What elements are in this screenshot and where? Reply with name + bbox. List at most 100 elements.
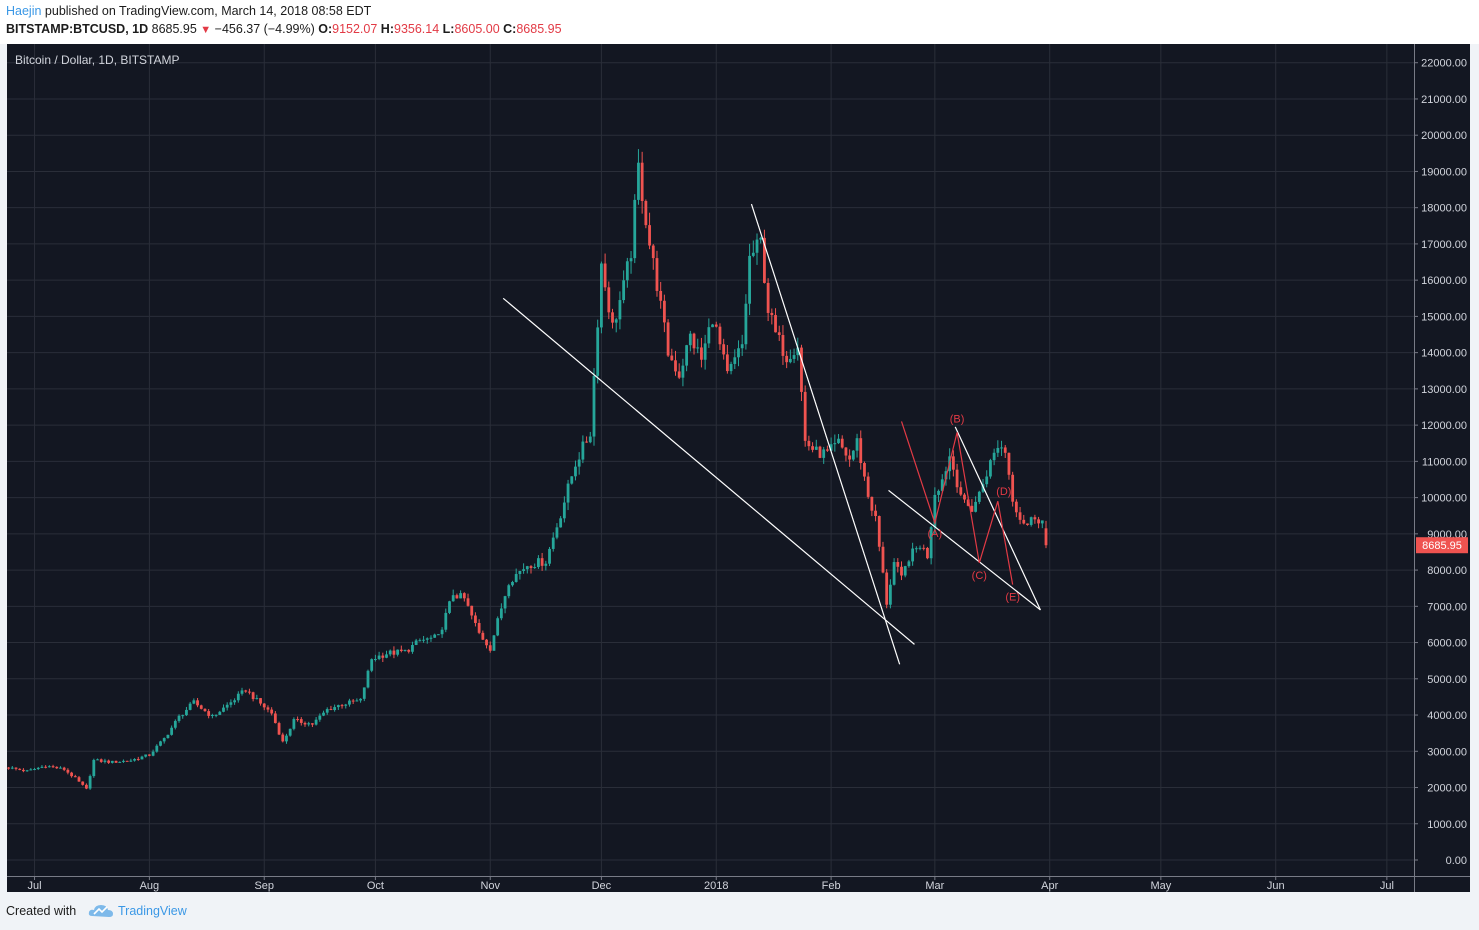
candle-body	[236, 693, 240, 701]
candle-body	[814, 446, 818, 450]
candle-body	[348, 700, 351, 705]
candle-body	[196, 700, 199, 706]
candle-body	[40, 766, 44, 768]
price-chart[interactable]: 22000.00 21000.00 20000.00 19000.00 18000.00…	[0, 44, 1479, 894]
close-value: 8685.95	[516, 22, 562, 36]
candle-body	[870, 496, 874, 511]
candle-body	[51, 766, 55, 768]
trendline-2	[750, 203, 901, 665]
candle-body	[892, 562, 896, 585]
candle-body	[1029, 517, 1033, 525]
candle-body	[511, 581, 514, 586]
candle-body	[311, 723, 314, 725]
candle-body	[351, 700, 355, 702]
candle-body	[199, 705, 203, 709]
candle-body	[922, 547, 926, 549]
candle-body	[462, 593, 466, 599]
candle-body	[188, 703, 192, 710]
candle-body	[781, 335, 785, 356]
published-text: published on TradingView.com, March 14, …	[44, 4, 372, 18]
candle-body	[959, 487, 963, 495]
candle-body	[796, 347, 800, 356]
candle-body	[926, 547, 929, 559]
candle-body	[318, 715, 322, 720]
x-tick-label: 2018	[704, 880, 728, 892]
candle-body	[1000, 447, 1003, 449]
candle-body	[833, 443, 837, 445]
candle-body	[381, 655, 385, 658]
x-tick-label: Sep	[254, 880, 274, 892]
candle-body	[740, 344, 744, 349]
candle-body	[436, 634, 440, 636]
candle-body	[622, 280, 626, 301]
candle-body	[99, 759, 103, 762]
candle-body	[496, 618, 500, 636]
candle-body	[103, 760, 107, 762]
candle-body	[637, 162, 640, 200]
candle-body	[700, 347, 703, 360]
candle-body	[811, 446, 814, 450]
down-arrow-icon: ▼	[200, 24, 212, 36]
candle-body	[25, 770, 29, 772]
x-tick-label: Oct	[367, 880, 384, 892]
candle-body	[214, 714, 218, 716]
candle-body	[522, 569, 525, 571]
candle-body	[388, 650, 392, 655]
candle-body	[566, 483, 570, 503]
candle-body	[996, 447, 1000, 453]
candle-body	[440, 629, 444, 635]
y-tick-label: 19000.00	[1421, 166, 1467, 178]
candle-body	[826, 449, 829, 451]
candle-body	[792, 355, 796, 359]
y-tick-label: 17000.00	[1421, 239, 1467, 251]
open-label: O:	[318, 22, 333, 36]
y-tick-label: 4000.00	[1427, 710, 1467, 722]
candle-body	[970, 505, 974, 512]
candle-body	[1037, 519, 1040, 524]
candle-body	[666, 322, 670, 356]
candle-body	[10, 767, 14, 769]
low-label: L:	[442, 22, 455, 36]
candle-body	[129, 760, 133, 762]
candle-body	[507, 585, 511, 597]
candle-body	[777, 332, 781, 336]
y-tick-label: 16000.00	[1421, 275, 1467, 287]
candle-body	[385, 654, 388, 658]
candle-body	[940, 479, 944, 491]
y-tick-label: 13000.00	[1421, 384, 1467, 396]
candle-body	[18, 768, 22, 770]
y-tick-label: 6000.00	[1427, 638, 1467, 650]
candle-body	[677, 371, 681, 378]
candle-body	[574, 466, 577, 477]
candle-body	[162, 738, 166, 742]
candle-body	[885, 572, 889, 605]
candle-body	[474, 615, 477, 623]
candle-body	[314, 719, 318, 725]
candle-body	[277, 723, 281, 735]
candle-body	[451, 595, 455, 602]
candle-body	[136, 759, 140, 761]
candle-body	[44, 766, 48, 768]
candle-body	[362, 687, 366, 699]
candle-body	[292, 719, 296, 729]
candle-body	[881, 546, 885, 573]
candle-body	[422, 639, 425, 641]
candle-body	[33, 769, 36, 771]
candle-body	[36, 767, 40, 770]
candle-body	[403, 649, 407, 652]
candle-body	[914, 548, 918, 550]
y-tick-label: 5000.00	[1427, 674, 1467, 686]
candle-body	[900, 566, 903, 576]
y-tick-label: 8000.00	[1427, 565, 1467, 577]
candle-body	[751, 252, 755, 256]
candle-body	[110, 760, 114, 763]
candle-body	[548, 548, 551, 564]
candle-body	[262, 703, 266, 708]
wave-label: (E)	[1005, 592, 1020, 604]
candle-body	[433, 634, 437, 638]
candle-body	[85, 784, 88, 789]
candle-body	[281, 734, 285, 742]
tradingview-link[interactable]: TradingView	[118, 904, 187, 918]
author-link[interactable]: Haejin	[6, 4, 42, 18]
candle-body	[525, 566, 529, 570]
